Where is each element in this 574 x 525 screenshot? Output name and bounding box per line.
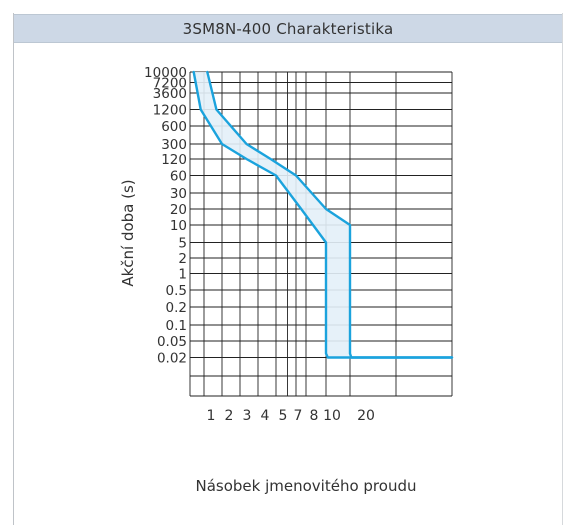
band	[193, 72, 452, 358]
y-tick-label: 10	[170, 218, 187, 234]
x-tick-label: 5	[279, 408, 288, 424]
x-tick-label: 10	[323, 408, 341, 424]
chart-frame	[13, 13, 563, 525]
y-tick-label: 60	[170, 169, 187, 185]
x-tick-label: 2	[225, 408, 234, 424]
x-tick-label: 1	[207, 408, 216, 424]
y-tick-label: 300	[161, 137, 187, 153]
x-tick-label: 20	[357, 408, 375, 424]
y-tick-label: 0.2	[166, 300, 187, 316]
y-axis-label: Akční doba (s)	[119, 179, 137, 286]
x-tick-label: 4	[261, 408, 270, 424]
x-tick-label: 3	[243, 408, 252, 424]
y-tick-label: 600	[161, 119, 187, 135]
curve-lower	[192, 70, 454, 359]
title-bar: 3SM8N-400 Charakteristika	[14, 14, 562, 43]
y-tick-label: 7200	[153, 76, 187, 92]
x-axis-label: Násobek jmenovitého proudu	[196, 477, 417, 495]
y-tick-label: 2	[178, 251, 187, 267]
curve-upper	[206, 70, 454, 359]
x-tick-labels: 1 2 3 4 5 7 8 10 20	[207, 408, 375, 424]
tolerance-band	[193, 72, 452, 358]
y-tick-label: 1	[178, 267, 187, 283]
y-tick-label: 10000	[144, 65, 187, 81]
y-tick-label: 0.1	[166, 318, 187, 334]
y-tick-label: 3600	[153, 86, 187, 102]
y-tick-label: 0.5	[166, 283, 187, 299]
curves	[192, 70, 454, 359]
x-tick-label: 7	[294, 408, 303, 424]
y-tick-label: 0.02	[157, 351, 187, 367]
y-tick-label: 30	[170, 186, 187, 202]
y-tick-label: 20	[170, 202, 187, 218]
chart-title: 3SM8N-400 Charakteristika	[182, 19, 394, 38]
y-tick-label: 0.05	[157, 334, 187, 350]
y-tick-label: 1200	[153, 103, 187, 119]
y-tick-label: 120	[161, 152, 187, 168]
x-tick-label: 8	[310, 408, 319, 424]
y-tick-label: 5	[178, 236, 187, 252]
